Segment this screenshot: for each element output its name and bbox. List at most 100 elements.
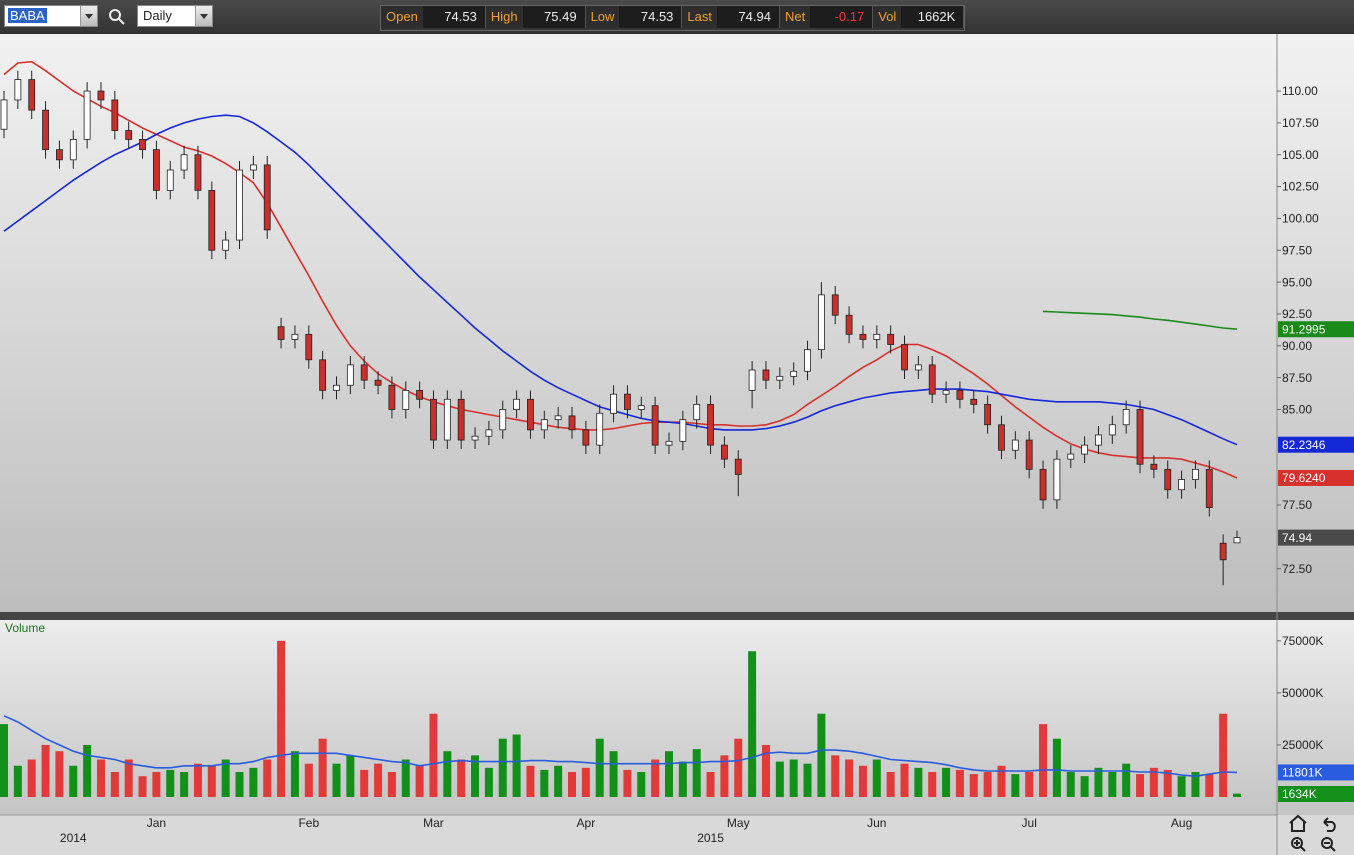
candle xyxy=(1192,460,1199,489)
volume-bar xyxy=(1191,772,1200,797)
candle-body xyxy=(845,314,853,335)
volume-bar xyxy=(720,755,729,797)
candle-body xyxy=(970,398,978,405)
candle-body xyxy=(485,429,493,437)
candle-body xyxy=(471,435,479,441)
x-year-label: 2015 xyxy=(697,831,724,845)
quote-label: Net xyxy=(780,6,811,28)
interval-dropdown[interactable] xyxy=(195,6,212,26)
y-tick-label: 85.00 xyxy=(1282,403,1312,417)
candle-body xyxy=(1192,468,1199,480)
search-icon[interactable] xyxy=(107,7,127,27)
quote-value: 1662K xyxy=(901,6,964,28)
candle-body xyxy=(540,419,548,431)
candle-body xyxy=(499,409,507,431)
toolbar: BABA Daily Open 74.53 High 75.49 Low 74.53 Las… xyxy=(0,0,1354,34)
volume-bar xyxy=(1066,772,1075,797)
candle xyxy=(180,145,188,179)
quote-strip: Open 74.53 High 75.49 Low 74.53 Last 74.94 Net -0… xyxy=(380,5,966,31)
quote-value: 74.53 xyxy=(619,6,682,28)
y-tick-label: 107.50 xyxy=(1282,116,1319,130)
zoom-out-shape xyxy=(1324,842,1336,852)
quote-value: 74.53 xyxy=(422,6,485,28)
volume-bar xyxy=(651,759,660,797)
quote-value: -0.17 xyxy=(810,6,873,28)
volume-bar xyxy=(831,755,840,797)
candle-body xyxy=(152,149,160,191)
volume-bar xyxy=(706,772,715,797)
volume-bar xyxy=(581,767,590,797)
candle-body xyxy=(1150,463,1158,470)
quote-value: 75.49 xyxy=(522,6,585,28)
candle-body xyxy=(56,149,63,161)
volume-bar xyxy=(845,759,854,797)
volume-bar xyxy=(775,761,784,797)
candle xyxy=(1067,445,1075,469)
quote-cell: Open 74.53 xyxy=(381,6,486,28)
candle xyxy=(457,390,465,449)
home-icon[interactable] xyxy=(1289,814,1307,832)
volume-bar xyxy=(914,767,923,797)
candle-body xyxy=(1219,542,1227,561)
candle-body xyxy=(42,109,49,151)
volume-bar xyxy=(429,713,438,797)
candle-body xyxy=(457,398,465,441)
volume-bar xyxy=(235,772,244,797)
symbol-dropdown[interactable] xyxy=(80,6,97,26)
candle xyxy=(152,140,160,200)
candle-body xyxy=(873,333,881,340)
volume-bar xyxy=(1219,713,1228,797)
candle xyxy=(568,406,576,439)
volume-title: Volume xyxy=(5,621,45,635)
candle xyxy=(485,420,493,446)
volume-bar xyxy=(886,772,895,797)
volume-bar xyxy=(734,738,743,797)
volume-bar xyxy=(277,640,286,797)
search-lens xyxy=(109,9,121,21)
volume-bar xyxy=(512,734,521,797)
zoom-in-lens xyxy=(1291,837,1303,849)
candle-body xyxy=(83,90,91,140)
candle xyxy=(970,390,978,414)
candle-body xyxy=(236,169,243,241)
candle-body xyxy=(194,154,202,191)
x-tick-label: Jan xyxy=(147,816,166,830)
candle-body xyxy=(734,458,742,475)
candle-body xyxy=(346,364,354,386)
candle xyxy=(901,335,908,379)
candle-body xyxy=(208,189,216,251)
x-tick-label: Jun xyxy=(867,816,886,830)
volume-bar xyxy=(415,765,424,797)
zoom-in-icon[interactable] xyxy=(1291,837,1306,852)
candle xyxy=(582,420,590,455)
candle-body xyxy=(1053,458,1061,501)
symbol-input[interactable]: BABA xyxy=(4,5,98,27)
candle-body xyxy=(28,79,36,111)
volume-bar xyxy=(13,765,22,797)
volume-bar xyxy=(193,763,202,797)
volume-bar xyxy=(471,755,480,797)
undo-icon[interactable] xyxy=(1323,817,1336,832)
candle-body xyxy=(1081,444,1089,455)
candle xyxy=(624,385,631,419)
candle xyxy=(125,121,133,149)
volume-bar xyxy=(207,765,216,797)
volume-bar xyxy=(692,749,701,797)
candle xyxy=(97,82,105,109)
candle-body xyxy=(568,415,576,431)
candle xyxy=(430,390,437,449)
candle-body xyxy=(707,403,714,446)
zoom-out-icon[interactable] xyxy=(1321,837,1336,852)
y-tick-label: 90.00 xyxy=(1282,339,1312,353)
candle-body xyxy=(1233,537,1241,544)
volume-bar xyxy=(595,738,604,797)
candle-body xyxy=(984,403,992,426)
y-tick-label: 92.50 xyxy=(1282,307,1312,321)
volume-bar xyxy=(110,772,119,797)
volume-bar xyxy=(540,769,549,797)
volume-bar xyxy=(27,759,36,797)
candle-body xyxy=(693,403,701,421)
candle xyxy=(14,70,22,109)
interval-select[interactable]: Daily xyxy=(137,5,213,27)
candle-body xyxy=(388,384,396,410)
